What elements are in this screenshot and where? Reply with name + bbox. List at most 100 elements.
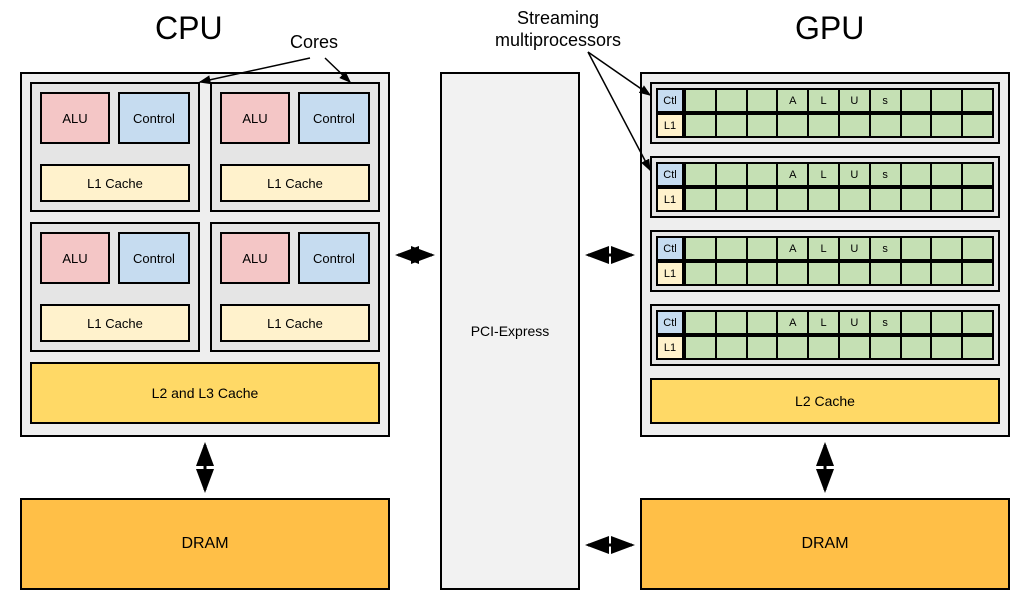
sm-alu-cell: A: [778, 162, 809, 187]
sm-control: Ctl: [656, 236, 684, 261]
sm-alu-row: [684, 187, 994, 212]
control-block: Control: [298, 92, 370, 144]
sm-alu-row: [684, 113, 994, 138]
cpu-dram: DRAM: [20, 498, 390, 590]
l1-cache-block: L1 Cache: [40, 304, 190, 342]
sm-alu-cell: [902, 113, 933, 138]
gpu-sm: Ctl L1 ALUs: [650, 156, 1000, 218]
sm-alu-cell: [840, 187, 871, 212]
sm-alu-cell: [717, 88, 748, 113]
sm-alu-cell: [963, 236, 994, 261]
sm-l1: L1: [656, 335, 684, 360]
sm-alu-cell: [871, 261, 902, 286]
sm-alu-cell: [717, 335, 748, 360]
sm-alu-cell: [748, 88, 779, 113]
sm-alu-cell: U: [840, 88, 871, 113]
sm-alu-cell: [778, 187, 809, 212]
sm-alu-cell: [684, 236, 717, 261]
sm-alu-cell: [932, 88, 963, 113]
sm-alu-cell: [748, 187, 779, 212]
sm-alu-row: [684, 335, 994, 360]
cores-label: Cores: [290, 32, 338, 54]
sm-alu-cell: s: [871, 162, 902, 187]
sm-alu-cell: [778, 261, 809, 286]
sm-alu-cell: [871, 113, 902, 138]
sm-alu-cell: [684, 88, 717, 113]
gpu-sm: Ctl L1 ALUs: [650, 82, 1000, 144]
sm-alu-cell: L: [809, 310, 840, 335]
sm-alu-cell: [717, 236, 748, 261]
sm-alu-row: ALUs: [684, 162, 994, 187]
sm-alu-cell: [778, 113, 809, 138]
sm-alu-cell: [748, 310, 779, 335]
sm-alu-cell: U: [840, 310, 871, 335]
l1-cache-block: L1 Cache: [220, 304, 370, 342]
l1-cache-block: L1 Cache: [40, 164, 190, 202]
sm-alu-cell: [684, 261, 717, 286]
sm-alu-cell: [902, 187, 933, 212]
sm-alu-cell: [748, 236, 779, 261]
sm-alu-cell: [809, 261, 840, 286]
sm-alu-cell: s: [871, 310, 902, 335]
cpu-core: ALU Control L1 Cache: [210, 82, 380, 212]
sm-alu-cell: [963, 310, 994, 335]
sm-alu-cell: [871, 187, 902, 212]
sm-alu-cell: [684, 310, 717, 335]
l1-cache-block: L1 Cache: [220, 164, 370, 202]
gpu-sm: Ctl L1 ALUs: [650, 230, 1000, 292]
sm-alu-cell: [932, 236, 963, 261]
cpu-title: CPU: [155, 10, 223, 47]
sm-alu-cell: [778, 335, 809, 360]
sm-alu-cell: L: [809, 162, 840, 187]
alu-block: ALU: [40, 232, 110, 284]
sm-alu-cell: [932, 335, 963, 360]
sm-alu-cell: U: [840, 162, 871, 187]
sm-alu-cell: s: [871, 236, 902, 261]
gpu-l2-cache: L2 Cache: [650, 378, 1000, 424]
sm-alu-cell: [932, 310, 963, 335]
alu-block: ALU: [220, 92, 290, 144]
sm-alu-cell: A: [778, 236, 809, 261]
sm-alu-cell: [748, 335, 779, 360]
cpu-core: ALU Control L1 Cache: [210, 222, 380, 352]
alu-block: ALU: [40, 92, 110, 144]
sm-alu-row: [684, 261, 994, 286]
sm-l1: L1: [656, 261, 684, 286]
sm-alu-cell: [963, 335, 994, 360]
gpu-dram: DRAM: [640, 498, 1010, 590]
sm-alu-cell: [748, 162, 779, 187]
sm-alu-cell: L: [809, 236, 840, 261]
gpu-sm: Ctl L1 ALUs: [650, 304, 1000, 366]
sm-alu-cell: [717, 187, 748, 212]
sm-alu-cell: [809, 113, 840, 138]
sm-alu-cell: [902, 236, 933, 261]
sm-alu-cell: [684, 113, 717, 138]
sm-alu-cell: [717, 113, 748, 138]
sm-alu-cell: [871, 335, 902, 360]
sm-alu-cell: [809, 335, 840, 360]
sm-alu-cell: [684, 162, 717, 187]
sm-alu-cell: [932, 187, 963, 212]
sm-alu-cell: U: [840, 236, 871, 261]
sm-alu-cell: [963, 113, 994, 138]
sms-label: Streaming multiprocessors: [495, 8, 621, 51]
sm-alu-cell: [902, 162, 933, 187]
sm-alu-cell: A: [778, 310, 809, 335]
sm-alu-cell: [840, 261, 871, 286]
control-block: Control: [118, 232, 190, 284]
sm-alu-cell: s: [871, 88, 902, 113]
control-block: Control: [118, 92, 190, 144]
alu-block: ALU: [220, 232, 290, 284]
sm-l1: L1: [656, 113, 684, 138]
sm-alu-cell: [902, 310, 933, 335]
sm-alu-cell: [840, 113, 871, 138]
sm-alu-cell: [963, 162, 994, 187]
sm-alu-row: ALUs: [684, 310, 994, 335]
sm-alu-cell: [902, 335, 933, 360]
sm-control: Ctl: [656, 162, 684, 187]
sm-alu-cell: [717, 162, 748, 187]
sm-alu-cell: [717, 310, 748, 335]
sm-alu-cell: [963, 187, 994, 212]
sm-alu-cell: [963, 88, 994, 113]
sm-alu-cell: [932, 113, 963, 138]
